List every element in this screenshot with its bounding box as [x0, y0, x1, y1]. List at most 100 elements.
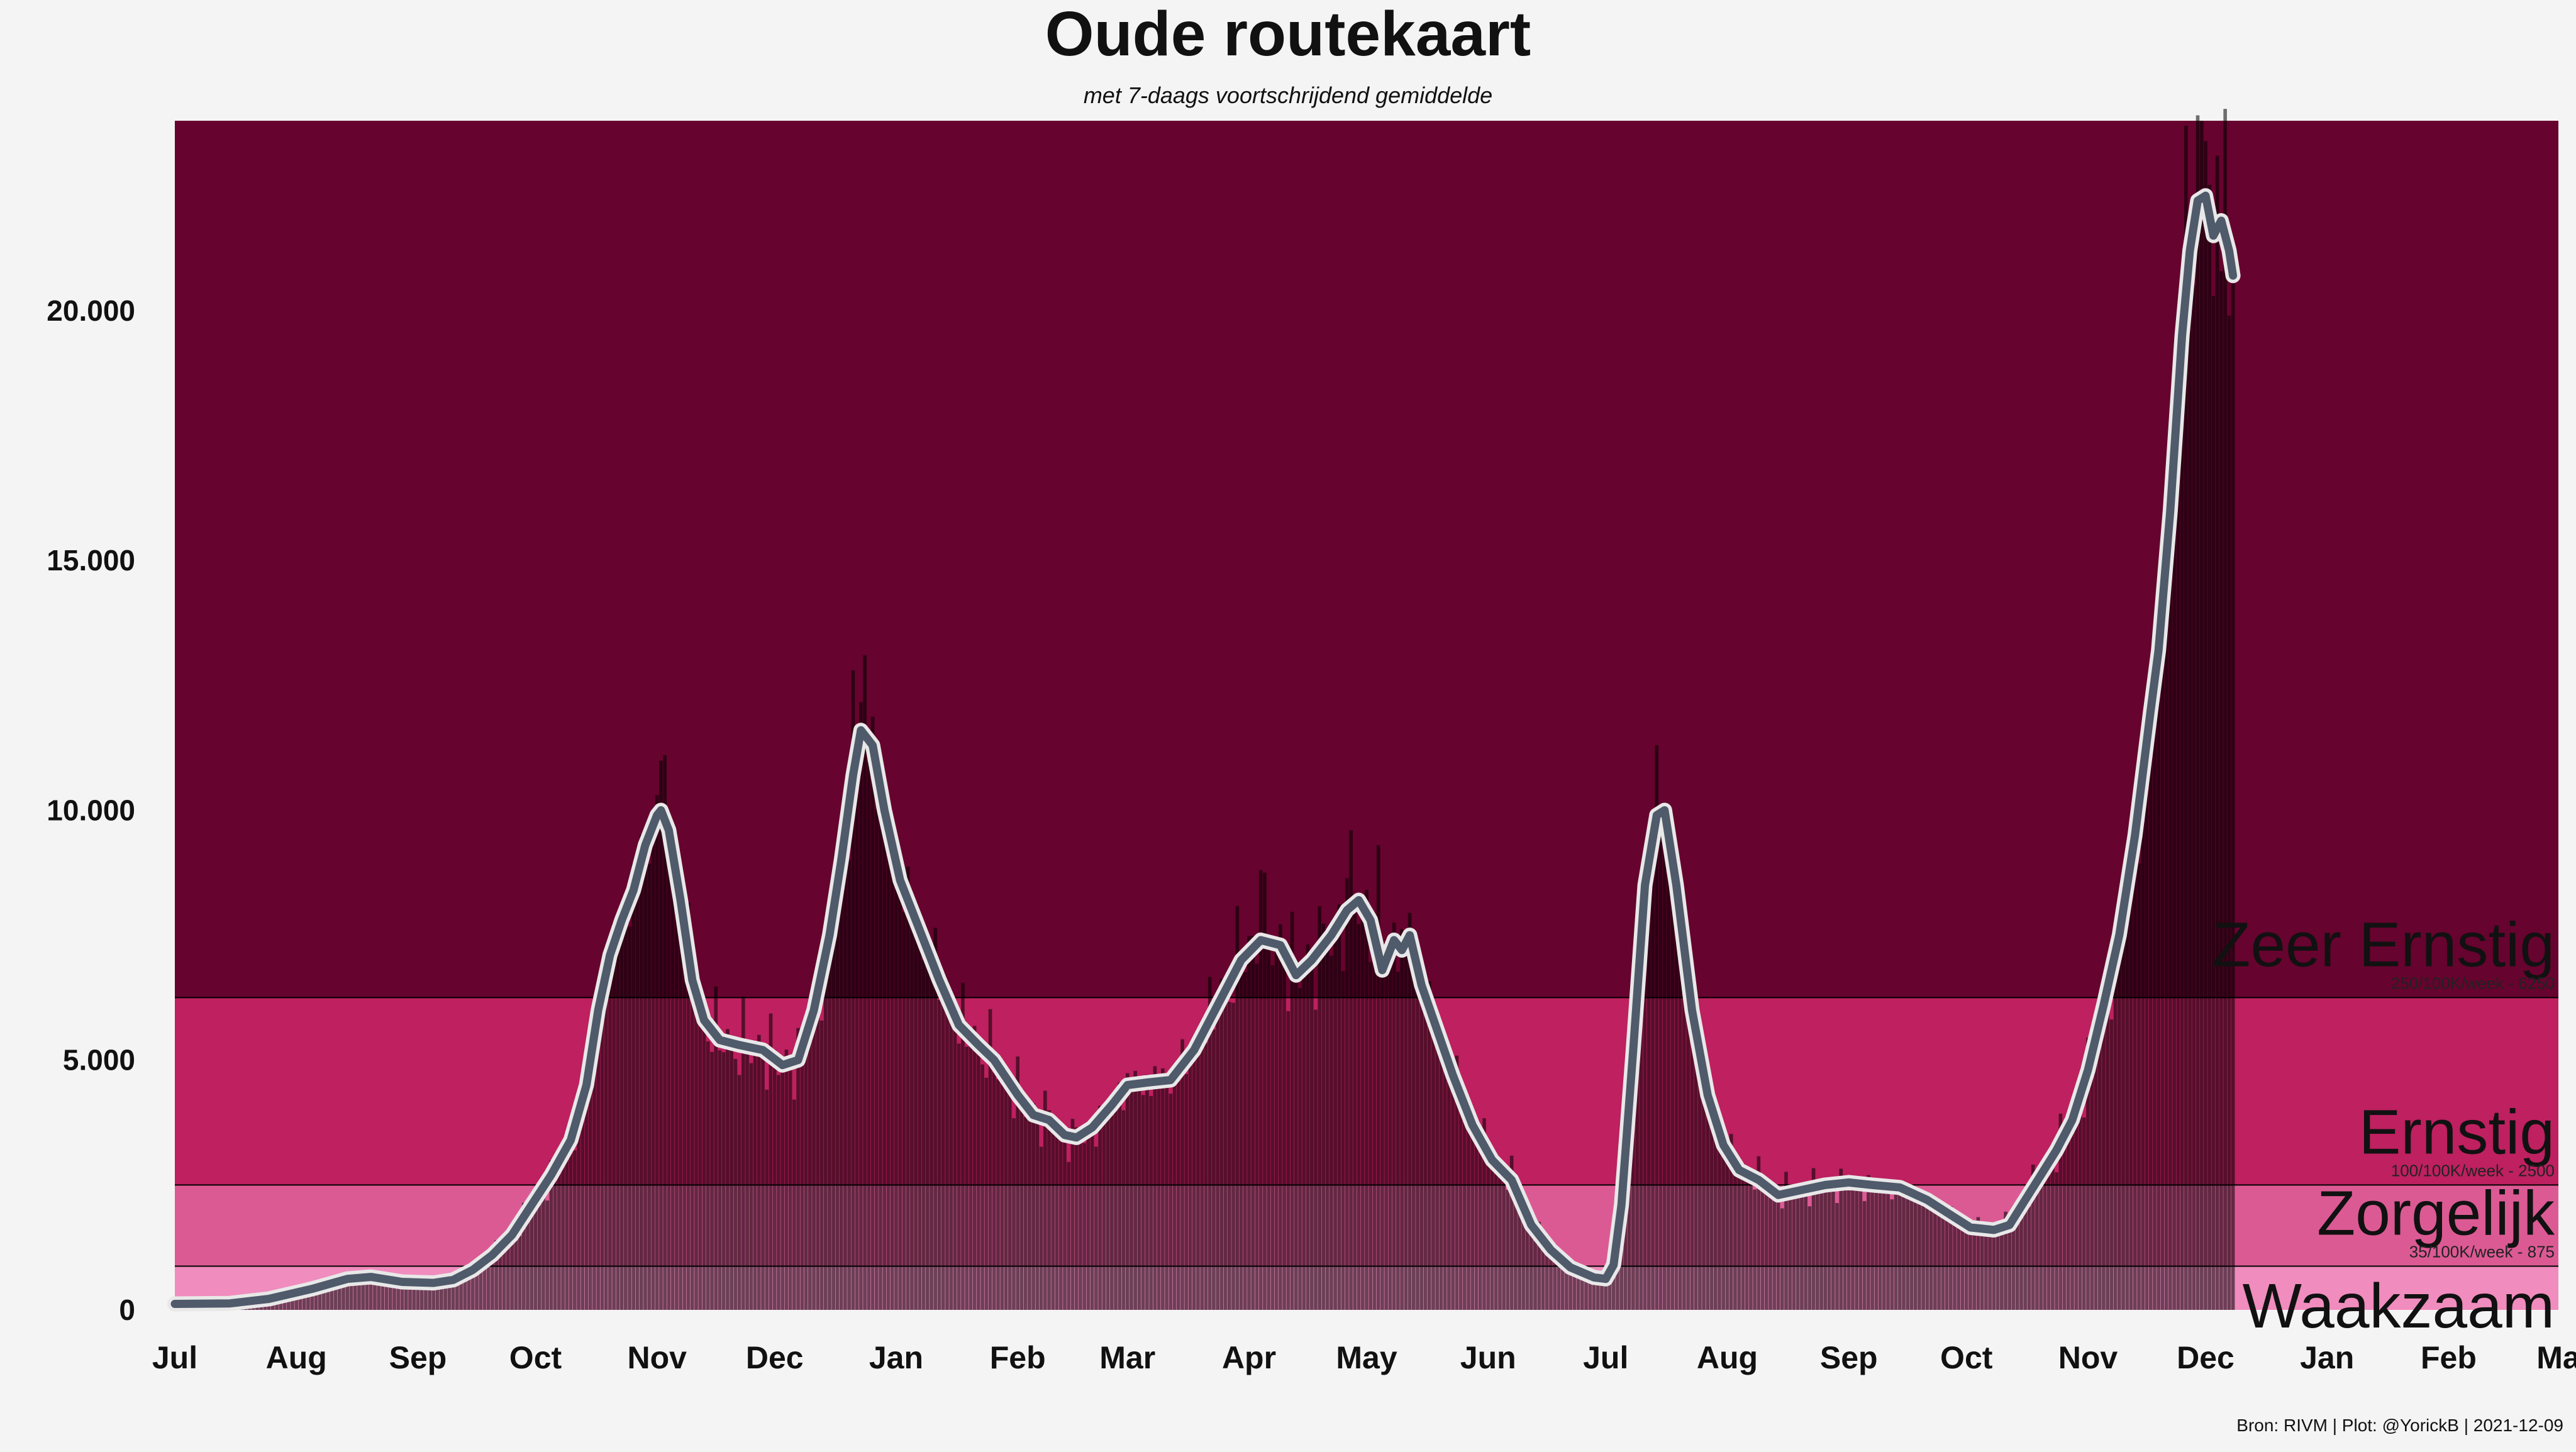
daily-bar: [1443, 1065, 1447, 1310]
daily-bar: [1725, 1160, 1729, 1310]
daily-bar: [482, 1258, 487, 1310]
daily-bar: [875, 809, 879, 1310]
daily-bar: [1721, 1152, 1726, 1310]
daily-bar: [1530, 1228, 1533, 1310]
daily-bar: [2168, 467, 2172, 1310]
daily-bar: [1851, 1190, 1855, 1310]
y-tick-label: 10.000: [47, 794, 135, 826]
daily-bar: [573, 1150, 577, 1310]
daily-bar: [977, 1041, 980, 1310]
daily-bar: [1451, 1086, 1455, 1310]
daily-bar: [2109, 1019, 2114, 1310]
moving-average-line: [167, 188, 2241, 1312]
daily-bar: [831, 903, 836, 1310]
daily-bar: [996, 1079, 1000, 1310]
daily-bar: [537, 1187, 541, 1310]
daily-bar: [1953, 1222, 1957, 1310]
daily-bar: [1588, 1280, 1592, 1310]
daily-bar: [2157, 672, 2160, 1310]
daily-bar: [1019, 1095, 1024, 1310]
daily-bar: [1467, 1104, 1470, 1310]
daily-bar: [1749, 1183, 1753, 1310]
daily-bar: [447, 1281, 452, 1310]
daily-bar: [1070, 1119, 1075, 1310]
daily-bar: [772, 1050, 777, 1310]
daily-bar: [851, 670, 855, 1310]
daily-bar: [1768, 1183, 1772, 1310]
daily-bar: [1729, 1134, 1733, 1310]
daily-bar: [479, 1262, 483, 1310]
daily-bar: [302, 1289, 306, 1310]
chart-title: Oude routekaart: [1045, 0, 1531, 69]
daily-bar: [463, 1277, 467, 1310]
daily-bar: [1176, 1081, 1180, 1310]
daily-bar: [604, 955, 608, 1310]
daily-bar: [721, 1052, 726, 1310]
daily-bar: [1560, 1268, 1565, 1310]
daily-bar: [1518, 1204, 1521, 1310]
daily-bar: [345, 1280, 350, 1310]
daily-bar: [561, 1163, 565, 1310]
daily-bar: [459, 1278, 463, 1310]
daily-bar: [1427, 981, 1431, 1310]
daily-bar: [1509, 1155, 1514, 1310]
zone-label-zeer-ernstig: Zeer Ernstig: [2212, 909, 2555, 980]
daily-bar: [945, 980, 949, 1310]
daily-bar: [710, 1051, 714, 1310]
daily-bar: [682, 946, 687, 1310]
daily-bar: [1302, 977, 1306, 1310]
daily-bar: [2051, 1161, 2055, 1310]
x-tick-label: Oct: [1940, 1340, 1993, 1375]
daily-bar: [1208, 977, 1212, 1310]
daily-bar: [1172, 1075, 1177, 1310]
daily-bar: [369, 1277, 373, 1310]
daily-bar: [1028, 1111, 1031, 1310]
daily-bar: [1874, 1182, 1879, 1310]
daily-bar: [1897, 1185, 1902, 1310]
daily-bar: [1341, 971, 1345, 1310]
daily-bar: [961, 982, 965, 1310]
daily-bar: [1223, 991, 1228, 1310]
daily-bar: [2058, 1114, 2063, 1310]
daily-bar: [1365, 889, 1368, 1310]
daily-bar: [1655, 745, 1659, 1310]
daily-bar: [733, 1058, 738, 1310]
daily-bar: [2223, 109, 2227, 1311]
daily-bar: [510, 1230, 514, 1310]
daily-bar: [777, 1075, 780, 1310]
x-tick-label: Apr: [1222, 1340, 1276, 1375]
daily-bar: [1055, 1135, 1059, 1310]
daily-bar: [651, 823, 655, 1310]
daily-bar: [1137, 1088, 1141, 1310]
daily-bar: [882, 815, 887, 1310]
y-tick-label: 5.000: [63, 1044, 135, 1077]
daily-bar: [1192, 1037, 1196, 1310]
daily-bar: [886, 799, 891, 1310]
daily-bar: [533, 1203, 538, 1310]
daily-bar: [863, 655, 867, 1310]
zone-threshold-zeer-ernstig: 250/100K/week - 6250: [2391, 973, 2555, 992]
daily-bar: [808, 1038, 812, 1310]
daily-bar: [1482, 1118, 1486, 1310]
daily-bar: [1976, 1217, 1980, 1310]
daily-bar: [823, 923, 828, 1310]
daily-bar: [949, 1015, 953, 1310]
daily-bar: [377, 1277, 380, 1310]
daily-bar: [404, 1282, 408, 1310]
daily-bar: [1470, 1129, 1475, 1310]
daily-bar: [1902, 1182, 1906, 1310]
daily-bar: [855, 737, 859, 1310]
daily-bar: [1345, 878, 1349, 1310]
daily-bar: [1388, 965, 1392, 1310]
daily-bar: [1823, 1189, 1828, 1310]
daily-bar: [1753, 1189, 1757, 1310]
daily-bar: [1216, 1008, 1219, 1310]
x-tick-label: Jun: [1460, 1340, 1516, 1375]
daily-bar: [1957, 1216, 1961, 1310]
daily-bar: [1141, 1095, 1145, 1310]
daily-bar: [612, 923, 616, 1310]
daily-bar: [1592, 1274, 1596, 1310]
daily-bar: [1133, 1070, 1138, 1310]
daily-bar: [1682, 929, 1686, 1310]
daily-bar: [730, 1035, 733, 1310]
